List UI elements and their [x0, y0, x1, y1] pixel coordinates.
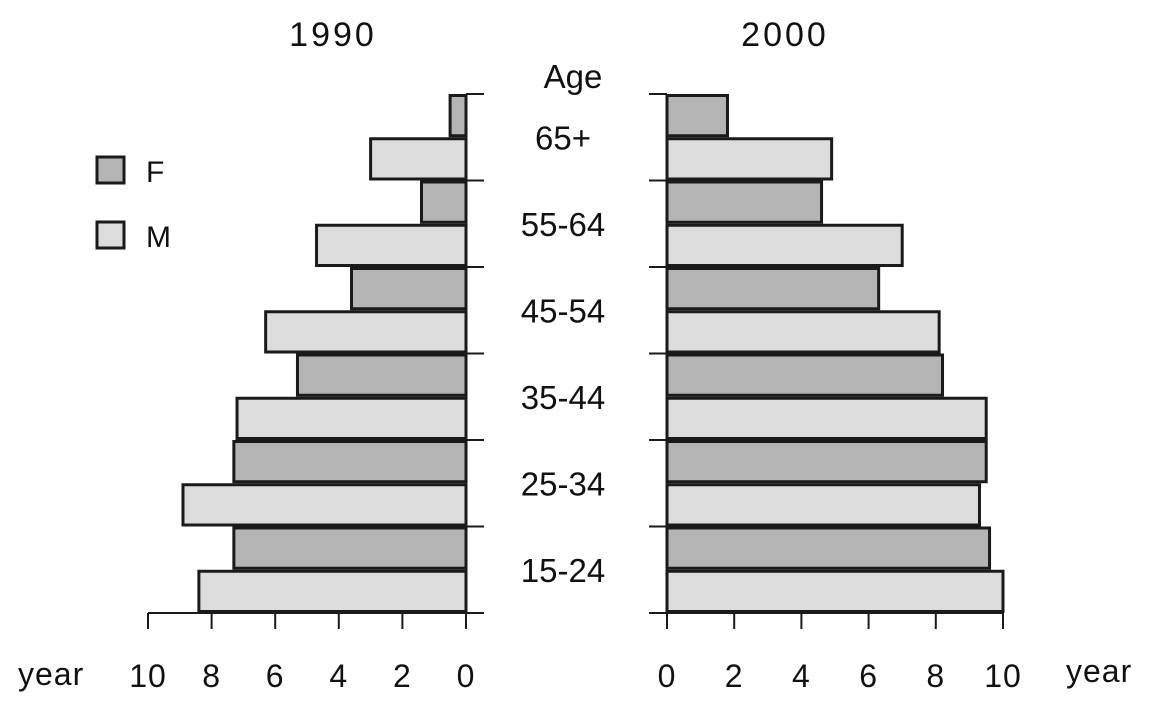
legend-swatch-f [95, 155, 126, 185]
bar-2000-m-65+ [665, 137, 834, 181]
x-tick-label-2000: 8 [926, 658, 945, 694]
title-1990: 1990 [289, 16, 377, 54]
category-label: 35-44 [521, 379, 605, 416]
legend-swatch-m [95, 220, 126, 250]
legend: F M [95, 155, 171, 254]
legend-label-f: F [146, 156, 164, 189]
x-tick-label-2000: 10 [984, 658, 1022, 694]
x-tick-label-2000: 6 [859, 658, 878, 694]
bar-1990-m-25-34 [181, 483, 468, 527]
bar-1990-f-55-64 [419, 180, 468, 224]
bar-2000-m-15-24 [665, 569, 1005, 613]
x-tick-label-1990: 0 [457, 658, 476, 694]
age-axis-label: Age [544, 58, 603, 95]
bar-1990-m-65+ [369, 137, 468, 181]
bar-1990-m-45-54 [264, 310, 468, 354]
x-tick-label-1990: 10 [129, 658, 167, 694]
bar-2000-m-55-64 [665, 223, 904, 267]
category-label: 45-54 [521, 292, 605, 329]
bar-2000-f-35-44 [665, 353, 945, 397]
bar-1990-f-35-44 [295, 353, 468, 397]
bar-2000-f-15-24 [665, 526, 992, 570]
legend-label-m: M [146, 221, 171, 254]
category-label: 55-64 [521, 206, 605, 243]
bar-1990-f-15-24 [232, 526, 468, 570]
bar-1990-m-15-24 [197, 569, 468, 613]
category-label: 15-24 [521, 552, 605, 589]
bar-1990-f-65+ [448, 94, 468, 138]
category-label: 65+ [535, 119, 591, 156]
bar-2000-m-45-54 [665, 310, 941, 354]
bar-2000-f-65+ [665, 94, 729, 138]
x-tick-label-1990: 8 [202, 658, 221, 694]
x-tick-label-1990: 2 [393, 658, 412, 694]
category-label: 25-34 [521, 465, 605, 502]
title-2000: 2000 [741, 16, 829, 54]
bar-2000-m-25-34 [665, 483, 981, 527]
x-tick-label-2000: 2 [725, 658, 744, 694]
bar-2000-f-25-34 [665, 440, 988, 484]
chart-marks: 10 8 6 4 2 0 0 2 4 6 8 10 15-24 25-34 35-44 45-54 55-64 6… [129, 93, 1022, 694]
bar-1990-m-35-44 [235, 396, 468, 440]
x-tick-label-2000: 0 [658, 658, 677, 694]
x-tick-label-2000: 4 [792, 658, 811, 694]
bar-1990-f-45-54 [350, 267, 468, 311]
bar-1990-m-55-64 [315, 223, 468, 267]
xlabel-1990: year [18, 656, 84, 692]
bar-1990-f-25-34 [232, 440, 468, 484]
bar-2000-m-35-44 [665, 396, 988, 440]
x-tick-label-1990: 6 [266, 658, 285, 694]
xlabel-2000: year [1066, 653, 1132, 689]
x-tick-label-1990: 4 [329, 658, 348, 694]
bar-2000-f-55-64 [665, 180, 824, 224]
bar-2000-f-45-54 [665, 267, 881, 311]
